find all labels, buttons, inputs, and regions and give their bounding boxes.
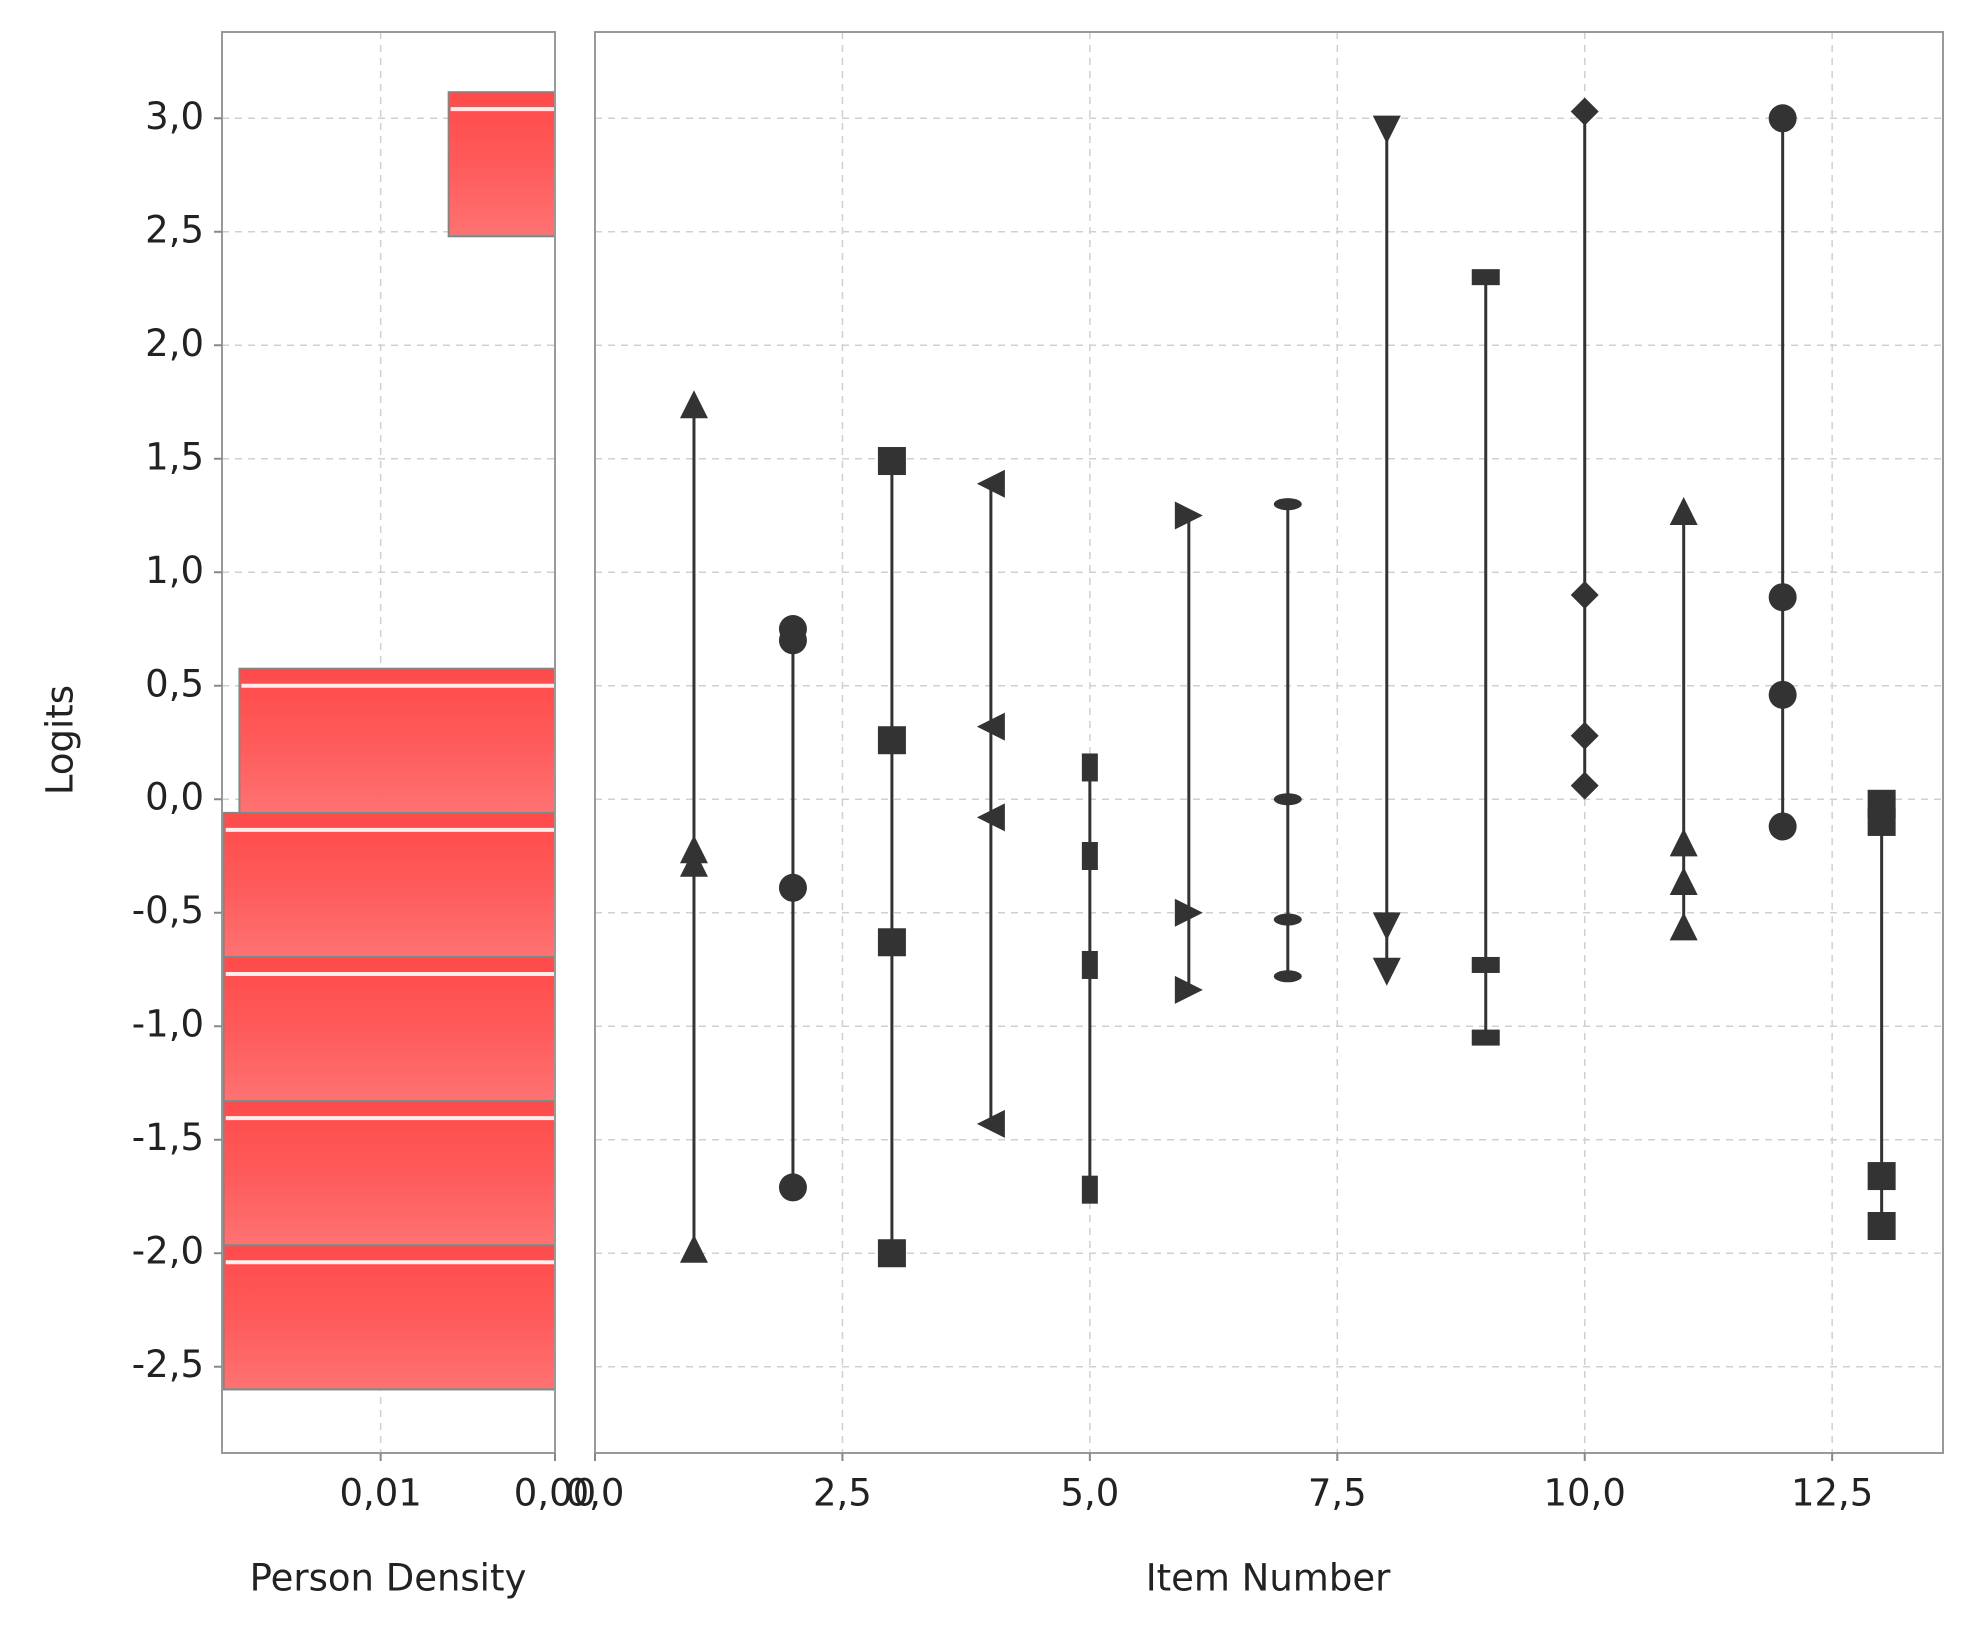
marker xyxy=(1768,104,1797,133)
marker xyxy=(1570,97,1599,126)
y-tick-label: 1,5 xyxy=(145,435,204,478)
plot-frame xyxy=(221,31,556,1454)
plot-frame xyxy=(594,31,1944,1454)
bar xyxy=(238,667,557,814)
marker xyxy=(1273,913,1302,926)
y-tick-label: 2,5 xyxy=(145,208,204,251)
marker xyxy=(976,712,1005,741)
x-axis-title: Item Number xyxy=(1146,1557,1391,1600)
y-tick-label: 0,5 xyxy=(145,662,204,705)
marker xyxy=(1273,970,1302,983)
marker xyxy=(1669,828,1698,857)
marker xyxy=(778,1173,807,1202)
marker xyxy=(1669,912,1698,941)
marker xyxy=(679,390,708,419)
marker xyxy=(1867,1162,1896,1191)
marker xyxy=(1570,771,1599,800)
marker xyxy=(1669,496,1698,525)
x-tick-label: 5,0 xyxy=(1060,1472,1119,1515)
x-tick-label: 0,01 xyxy=(339,1472,421,1515)
x-tick-label: 2,5 xyxy=(813,1472,872,1515)
marker xyxy=(1867,807,1896,836)
marker xyxy=(976,803,1005,832)
marker xyxy=(679,1234,708,1263)
marker xyxy=(1867,1212,1896,1241)
bar xyxy=(447,91,556,238)
marker xyxy=(976,469,1005,498)
x-tick-label: 10,0 xyxy=(1544,1472,1626,1515)
y-tick-label: -1,5 xyxy=(132,1116,204,1159)
marker xyxy=(1273,498,1302,511)
marker xyxy=(877,726,906,755)
marker xyxy=(1570,721,1599,750)
marker xyxy=(1372,957,1401,986)
marker xyxy=(1471,1029,1500,1046)
x-tick-label: 0,00 xyxy=(514,1472,596,1515)
y-tick-label: -2,5 xyxy=(132,1343,204,1386)
y-tick-label: 3,0 xyxy=(145,95,204,138)
marker xyxy=(679,848,708,877)
marker xyxy=(1372,115,1401,144)
marker xyxy=(1768,812,1797,841)
marker xyxy=(1081,950,1098,979)
marker xyxy=(976,1109,1005,1138)
y-tick-label: 2,0 xyxy=(145,322,204,365)
bar xyxy=(222,811,556,959)
marker xyxy=(778,873,807,902)
y-axis-title: Logits xyxy=(39,685,82,795)
marker xyxy=(1081,841,1098,870)
marker xyxy=(1174,898,1203,927)
x-tick-label: 12,5 xyxy=(1791,1472,1873,1515)
bar xyxy=(222,1100,556,1247)
x-tick-label: 7,5 xyxy=(1308,1472,1367,1515)
x-axis-title: Person Density xyxy=(250,1557,527,1600)
marker xyxy=(1174,501,1203,530)
marker xyxy=(1081,753,1098,782)
marker xyxy=(877,928,906,957)
bar xyxy=(222,956,556,1103)
marker xyxy=(877,1239,906,1268)
marker xyxy=(1471,956,1500,973)
marker xyxy=(1768,680,1797,709)
x-tick-label: 0,0 xyxy=(566,1472,625,1515)
y-tick-label: 1,0 xyxy=(145,549,204,592)
marker xyxy=(1372,912,1401,941)
marker xyxy=(1471,269,1500,286)
marker xyxy=(877,447,906,476)
marker xyxy=(778,626,807,655)
y-tick-label: -2,0 xyxy=(132,1230,204,1273)
y-tick-label: -1,0 xyxy=(132,1003,204,1046)
marker xyxy=(1273,793,1302,806)
marker xyxy=(1570,580,1599,609)
y-tick-label: -0,5 xyxy=(132,889,204,932)
bar xyxy=(222,1244,556,1391)
marker xyxy=(1768,583,1797,612)
y-tick-label: 0,0 xyxy=(145,776,204,819)
marker xyxy=(1081,1175,1098,1204)
marker xyxy=(1669,866,1698,895)
marker xyxy=(1174,975,1203,1004)
